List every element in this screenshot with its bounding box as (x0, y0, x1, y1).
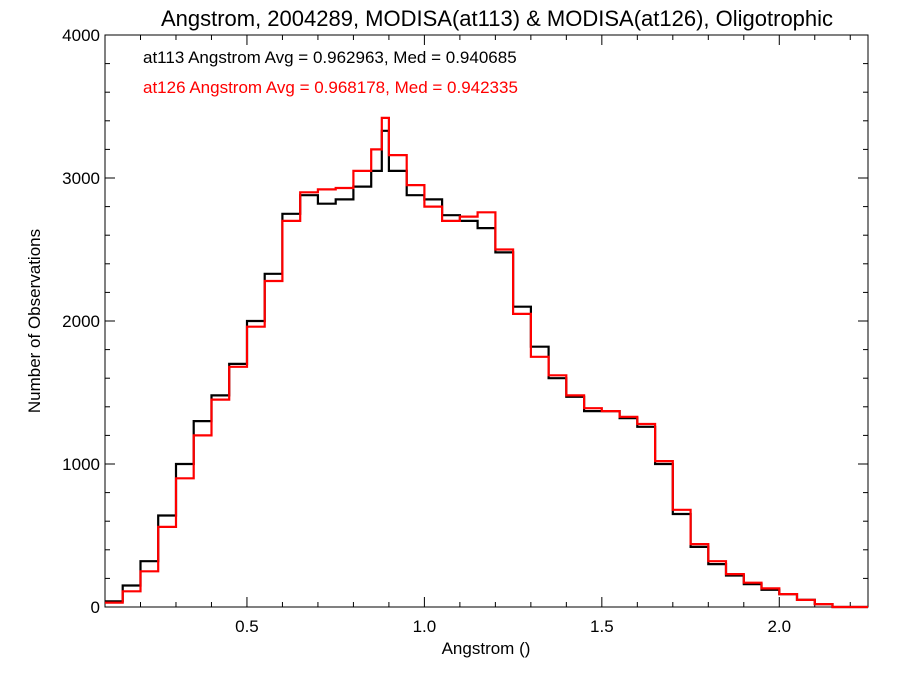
y-tick-label: 0 (91, 598, 100, 617)
series-line-at126 (105, 116, 868, 609)
x-axis: 0.5 1.0 1.5 2.0 (104, 35, 851, 636)
x-axis-label: Angstrom () (442, 639, 531, 658)
series-group (105, 116, 868, 609)
annotation-at113: at113 Angstrom Avg = 0.962963, Med = 0.9… (143, 48, 517, 67)
y-tick-label: 2000 (62, 312, 100, 331)
chart-title: Angstrom, 2004289, MODISA(at113) & MODIS… (161, 6, 833, 31)
y-tick-label: 4000 (62, 26, 100, 45)
x-tick-label: 1.5 (590, 617, 614, 636)
annotation-at126: at126 Angstrom Avg = 0.968178, Med = 0.9… (143, 78, 518, 97)
plot-frame (104, 34, 869, 608)
x-tick-label: 0.5 (235, 617, 259, 636)
x-tick-label: 2.0 (767, 617, 791, 636)
y-axis: 0 1000 2000 3000 4000 (62, 26, 868, 617)
y-tick-label: 1000 (62, 455, 100, 474)
y-tick-label: 3000 (62, 169, 100, 188)
series-line-at113 (105, 129, 868, 609)
y-axis-label: Number of Observations (25, 229, 44, 413)
x-tick-label: 1.0 (413, 617, 437, 636)
